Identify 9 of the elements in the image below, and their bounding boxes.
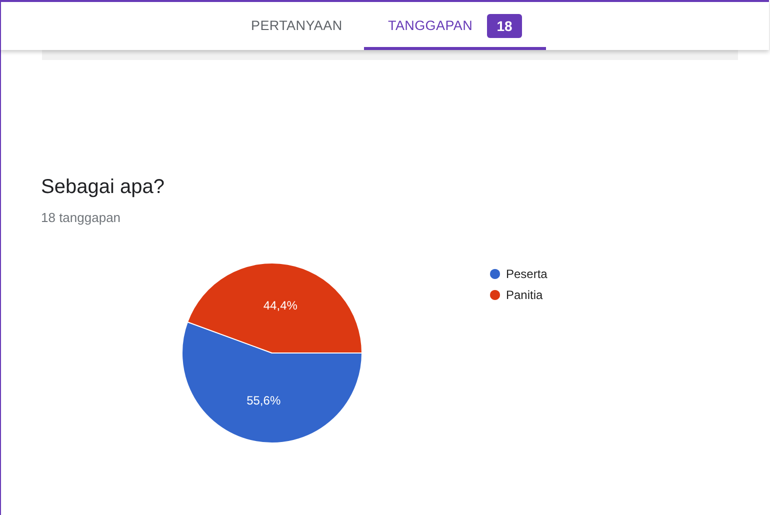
text: TANGGAPAN (388, 18, 473, 33)
text: 18 (487, 14, 522, 38)
chart-title: Sebagai apa? (41, 176, 164, 198)
chart-subtitle: 18 tanggapan (41, 210, 121, 225)
legend-label: Peserta (506, 267, 548, 281)
data-label: 55,6% (246, 393, 281, 408)
data-label: 44,4% (263, 298, 298, 313)
legend-label: Panitia (506, 288, 544, 302)
text: PERTANYAAN (251, 18, 342, 33)
